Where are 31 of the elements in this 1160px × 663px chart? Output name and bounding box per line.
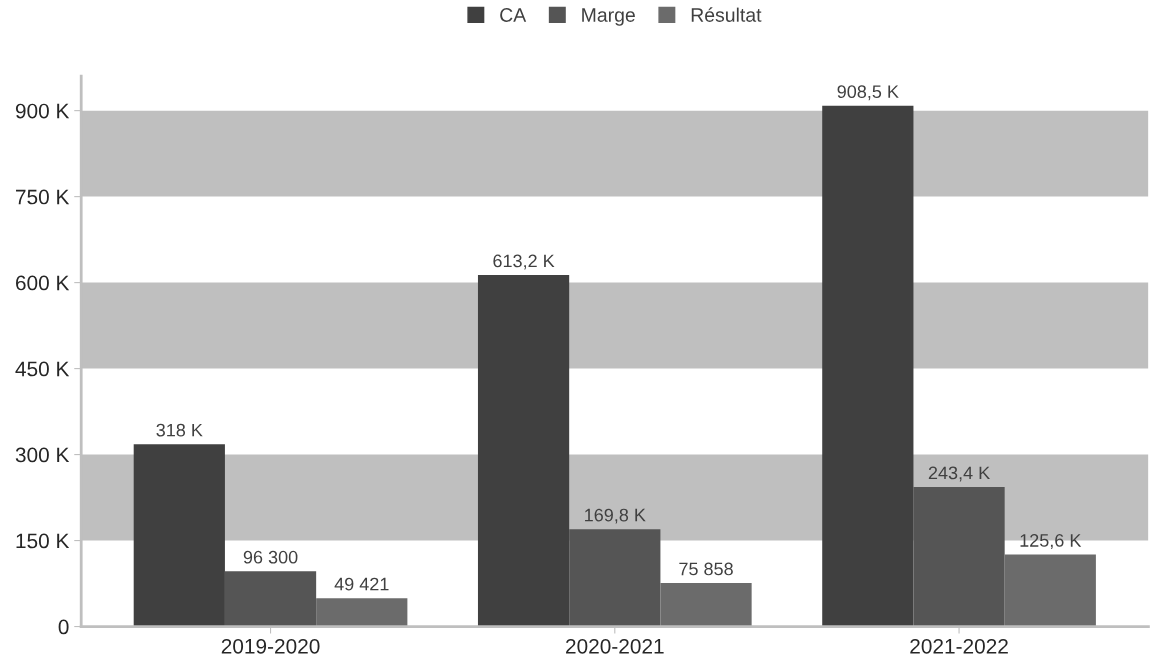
data-label: 908,5 K	[837, 85, 899, 101]
y-tick-label: 0	[58, 619, 69, 635]
x-tick-label: 2019-2020	[221, 638, 320, 654]
y-tick-label: 900 K	[15, 103, 70, 119]
y-tick-label: 150 K	[16, 533, 70, 549]
bar	[913, 487, 1005, 627]
bar	[1004, 554, 1096, 627]
bar	[569, 529, 661, 627]
y-tick-label: 300 K	[15, 447, 70, 463]
y-tick-label: 450 K	[15, 361, 70, 377]
data-label: 125,6 K	[1020, 534, 1082, 549]
data-label: 75 858	[679, 562, 733, 576]
x-tick-label: 2021-2022	[910, 638, 1008, 654]
data-label: 96 300	[243, 550, 298, 564]
bar	[477, 275, 570, 627]
legend-label: Résultat	[691, 7, 762, 22]
bar	[133, 444, 225, 627]
legend-label: Marge	[582, 8, 635, 26]
x-tick-label: 2020-2021	[566, 638, 664, 654]
data-label: 49 421	[334, 577, 389, 591]
y-tick-label: 750 K	[16, 189, 70, 205]
bar	[660, 583, 752, 627]
bar	[316, 598, 408, 627]
data-label: 613,2 K	[493, 254, 555, 270]
data-label: 243,4 K	[928, 466, 990, 482]
data-label: 169,8 K	[585, 508, 646, 524]
bar	[224, 571, 317, 627]
y-tick-label: 600 K	[16, 275, 70, 291]
legend-label: CA	[500, 8, 527, 22]
bar	[822, 105, 914, 627]
data-label: 318 K	[156, 423, 203, 437]
